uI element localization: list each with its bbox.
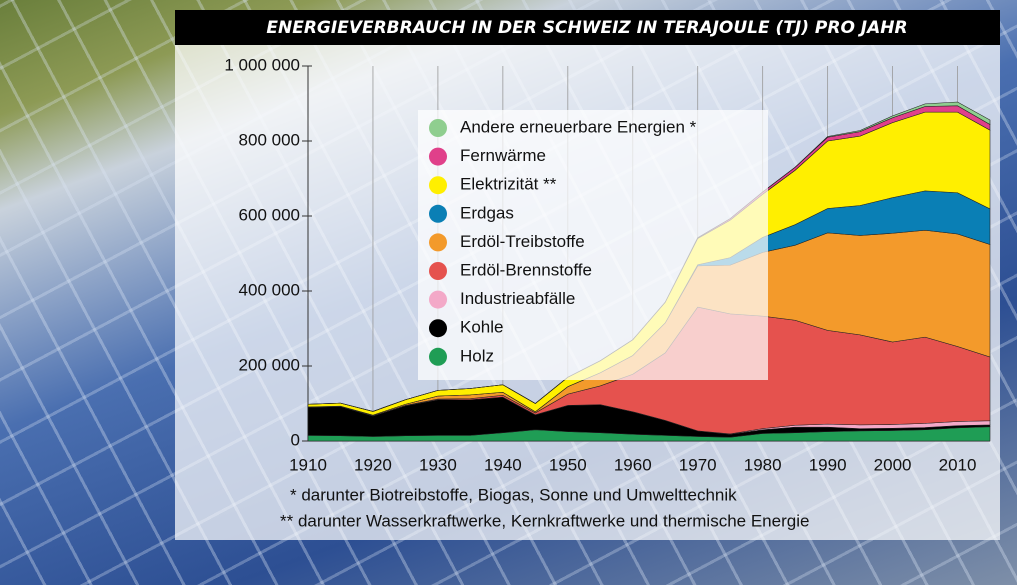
legend-swatch: [429, 205, 447, 223]
legend-label: Fernwärme: [460, 146, 546, 165]
x-tick-label: 1950: [549, 455, 587, 474]
legend-swatch: [429, 119, 447, 137]
legend-swatch: [429, 291, 447, 309]
y-tick-label: 800 000: [239, 130, 300, 149]
x-tick-label: 1940: [484, 455, 522, 474]
legend-swatch: [429, 233, 447, 251]
legend-swatch: [429, 262, 447, 280]
x-tick-label: 1970: [679, 455, 717, 474]
legend-swatch: [429, 348, 447, 366]
legend-label: Kohle: [460, 318, 503, 337]
x-tick-label: 1960: [614, 455, 652, 474]
legend-label: Elektrizität **: [460, 175, 557, 194]
legend-label: Erdöl-Brennstoffe: [460, 260, 592, 279]
y-tick-label: 1 000 000: [224, 55, 300, 74]
footnote: ** darunter Wasserkraftwerke, Kernkraftw…: [280, 511, 809, 530]
legend-swatch: [429, 319, 447, 337]
legend-label: Holz: [460, 346, 494, 365]
chart: ENERGIEVERBRAUCH IN DER SCHWEIZ IN TERAJ…: [0, 0, 1017, 585]
y-tick-label: 0: [291, 430, 300, 449]
x-tick-label: 1990: [809, 455, 847, 474]
legend-label: Industrieabfälle: [460, 289, 575, 308]
legend-label: Erdöl-Treibstoffe: [460, 232, 585, 251]
chart-title: ENERGIEVERBRAUCH IN DER SCHWEIZ IN TERAJ…: [266, 18, 907, 38]
legend-swatch: [429, 148, 447, 166]
x-tick-label: 1910: [289, 455, 327, 474]
x-tick-label: 1980: [744, 455, 782, 474]
footnote: * darunter Biotreibstoffe, Biogas, Sonne…: [290, 485, 737, 504]
y-tick-label: 600 000: [239, 205, 300, 224]
x-tick-label: 2010: [939, 455, 977, 474]
x-tick-label: 1920: [354, 455, 392, 474]
x-tick-label: 2000: [874, 455, 912, 474]
legend-label: Erdgas: [460, 203, 514, 222]
y-tick-label: 400 000: [239, 280, 300, 299]
x-tick-label: 1930: [419, 455, 457, 474]
legend-swatch: [429, 176, 447, 194]
y-tick-label: 200 000: [239, 355, 300, 374]
legend-label: Andere erneuerbare Energien *: [460, 117, 697, 136]
